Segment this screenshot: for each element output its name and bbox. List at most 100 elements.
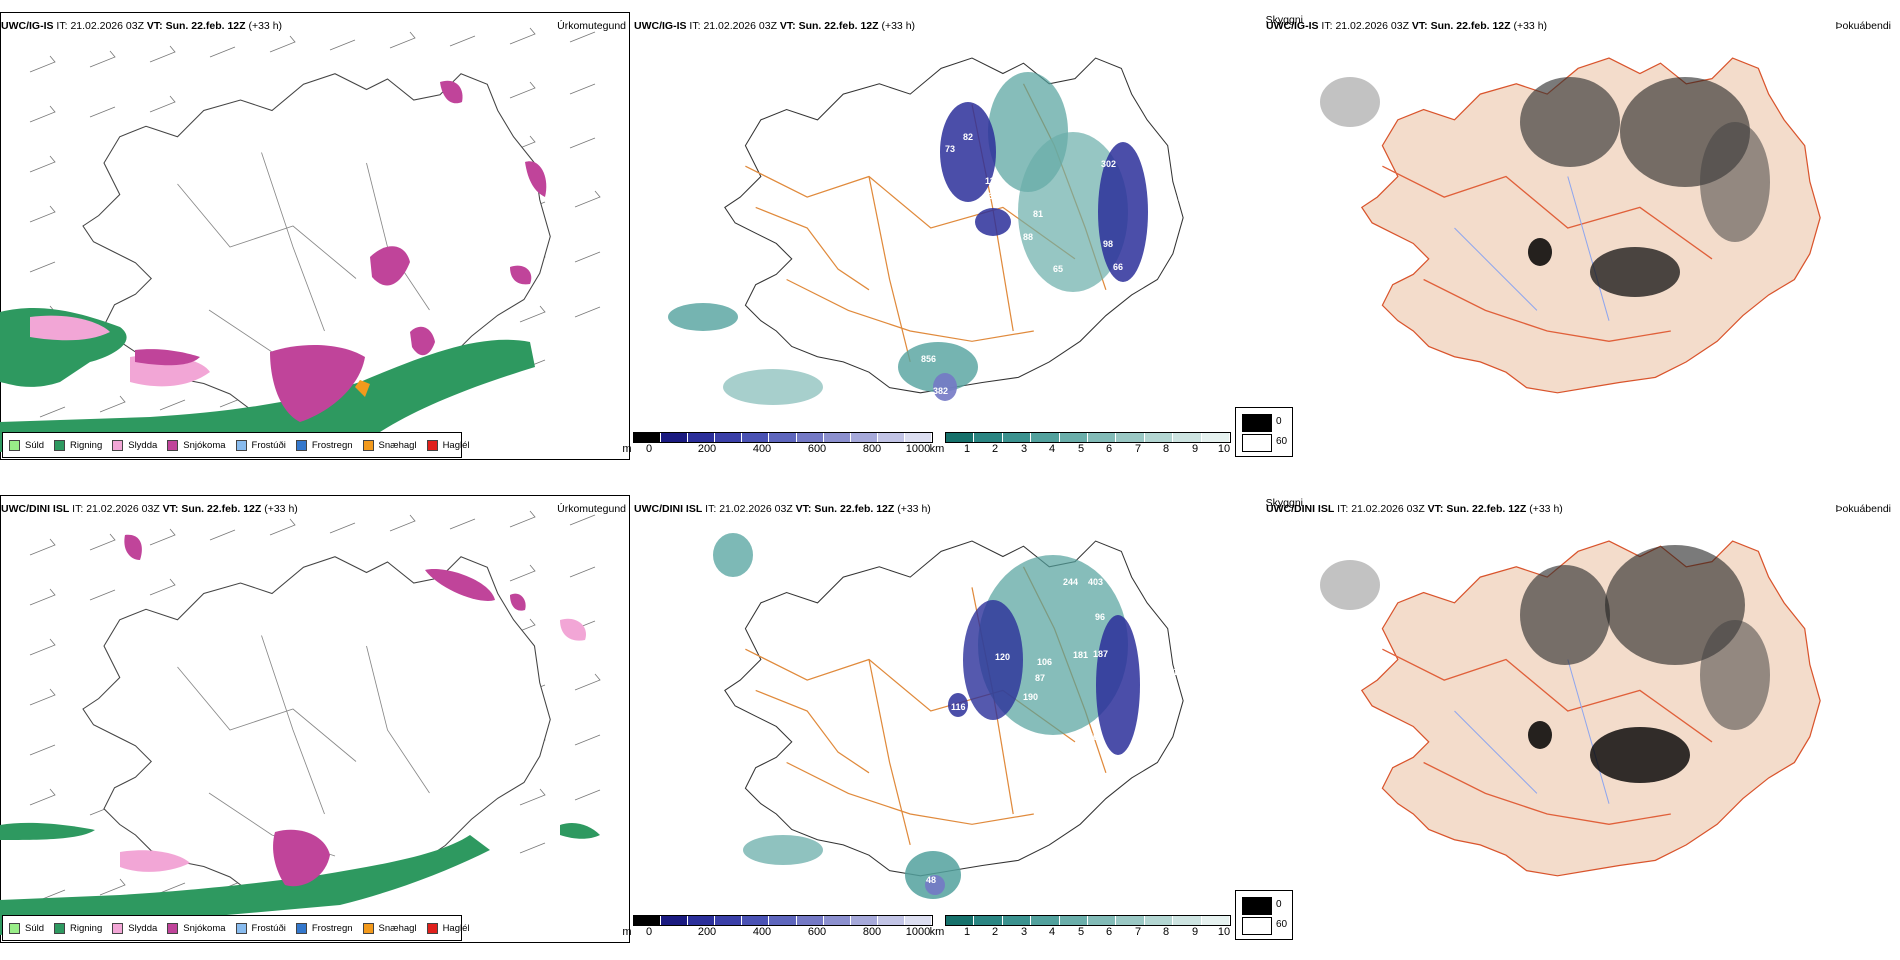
legend-label: Frostúði — [251, 439, 286, 451]
precip-legend: Súld Rigning Slydda Snjókoma Frostúði Fr… — [2, 915, 470, 941]
scale-tick: 200 — [697, 443, 717, 455]
visibility-map: 244 403 96 120 106 87 190 181 187 76 72 … — [713, 533, 1188, 899]
panel-header: UWC/IG-IS IT: 21.02.2026 03Z VT: Sun. 22… — [634, 20, 915, 32]
visibility-value: 116 — [951, 702, 966, 712]
scale-tick: 10 — [1217, 926, 1231, 938]
visibility-value: 65 — [1043, 787, 1053, 797]
fog-field — [1590, 247, 1680, 297]
scale-tick: 6 — [1105, 443, 1113, 455]
visibility-value: 856 — [921, 354, 936, 364]
it-label: IT: — [1337, 503, 1349, 515]
visibility-value: 120 — [995, 652, 1010, 662]
model-name: UWC/DINI ISL — [1, 503, 70, 515]
scale-unit: m — [622, 926, 632, 938]
visibility-value: 106 — [1037, 657, 1052, 667]
visibility-field — [713, 533, 753, 577]
scale-tick: 4 — [1048, 443, 1056, 455]
scale-tick: 1000 — [905, 926, 931, 938]
scale-tick: 7 — [1134, 443, 1142, 455]
road-network — [745, 587, 1076, 846]
visibility-value: 181 — [1073, 650, 1088, 660]
snow-area — [410, 326, 435, 356]
legend-item: Rigning — [54, 439, 102, 451]
vt-label: VT: — [795, 503, 812, 515]
model-name: UWC/IG-IS — [1, 20, 54, 32]
lead-time: (+33 h) — [1513, 20, 1548, 32]
it-label: IT: — [56, 20, 68, 32]
rain-area — [560, 823, 600, 839]
panel-title: Skyggni — [1265, 497, 1303, 509]
visibility-value: 81 — [1033, 209, 1043, 219]
low-visibility-field — [925, 875, 945, 895]
snow-area — [525, 161, 547, 197]
scale-tick: 10 — [1217, 443, 1231, 455]
visibility-value: 72 — [1058, 752, 1068, 762]
legend-label: Slydda — [128, 922, 158, 934]
legend-swatch — [362, 439, 374, 451]
vt-label: VT: — [162, 503, 179, 515]
scale-unit: km — [929, 443, 945, 455]
legend-label: Frostúði — [251, 922, 286, 934]
model-name: UWC/DINI ISL — [634, 503, 703, 515]
panel-header: UWC/DINI ISL IT: 21.02.2026 03Z VT: Sun.… — [1, 503, 298, 515]
visibility-scale-m: m 0 200 400 600 800 1000 — [622, 915, 933, 940]
legend-label: Snæhagl — [378, 922, 417, 934]
legend-swatch — [426, 922, 438, 934]
lead-time: (+33 h) — [264, 503, 298, 515]
lead-time: (+33 h) — [1529, 503, 1563, 515]
scale-tick: 5 — [1077, 926, 1085, 938]
precip-type-map — [0, 27, 601, 452]
fog-field — [1520, 77, 1620, 167]
visibility-value: 382 — [933, 386, 948, 396]
visibility-map: 856 382 86 73 82 111 130 81 88 436 65 98… — [668, 57, 1188, 405]
legend-item: Rigning — [54, 922, 102, 934]
vt-value: Sun. 22.feb. 12Z — [181, 503, 262, 515]
fog-low-swatch — [1242, 917, 1272, 935]
low-visibility-field — [1098, 142, 1148, 282]
scale-tick: 400 — [752, 443, 772, 455]
model-name: UWC/IG-IS — [1266, 20, 1319, 32]
sleet-area — [560, 618, 586, 641]
fog-high-label: 0 — [1276, 416, 1282, 427]
vt-label: VT: — [1427, 503, 1444, 515]
visibility-value: 296 — [1073, 109, 1088, 119]
legend-item: Haglél — [426, 439, 470, 451]
visibility-value: 86 — [955, 236, 965, 246]
rain-area — [0, 822, 95, 840]
scale-tick: 200 — [697, 926, 717, 938]
snow-area — [135, 349, 200, 366]
legend-swatch — [167, 439, 179, 451]
precip-type-map — [0, 510, 601, 935]
legend-label: Súld — [25, 922, 45, 934]
fog-field — [1700, 620, 1770, 730]
visibility-value: 436 — [1013, 262, 1028, 272]
fog-field — [1590, 727, 1690, 783]
visibility-field — [668, 303, 738, 331]
fog-panel-bottom: UWC/DINI ISL IT: 21.02.2026 03Z VT: Sun.… — [1235, 495, 1895, 960]
fog-legend: 0 60 — [1235, 407, 1293, 457]
precip-type-panel-bottom: UWC/DINI ISL IT: 21.02.2026 03Z VT: Sun.… — [0, 495, 630, 960]
legend-item: Snæhagl — [362, 922, 417, 934]
vt-label: VT: — [1411, 20, 1428, 32]
snow-area — [425, 569, 495, 601]
visibility-value: 87 — [1035, 673, 1045, 683]
scale-unit: km — [929, 926, 945, 938]
rain-area — [0, 835, 490, 935]
low-visibility-field — [933, 373, 957, 401]
legend-item: Slydda — [112, 439, 157, 451]
scale-tick: 400 — [752, 926, 772, 938]
road-network — [745, 104, 1076, 363]
fog-high-swatch — [1242, 414, 1272, 432]
visibility-field — [723, 369, 823, 405]
visibility-field — [743, 835, 823, 865]
visibility-value: 302 — [1101, 159, 1116, 169]
visibility-value: 48 — [926, 875, 936, 885]
fog-legend: 0 60 — [1235, 890, 1293, 940]
fog-field — [1700, 122, 1770, 242]
scale-unit: m — [622, 443, 632, 455]
visibility-value: 190 — [1023, 692, 1038, 702]
visibility-panel-top: UWC/IG-IS IT: 21.02.2026 03Z VT: Sun. 22… — [622, 12, 1303, 477]
panel-header: UWC/IG-IS IT: 21.02.2026 03Z VT: Sun. 22… — [1266, 20, 1547, 32]
visibility-value: 20 — [1061, 306, 1071, 316]
panel-title: Skyggni — [1265, 14, 1303, 26]
